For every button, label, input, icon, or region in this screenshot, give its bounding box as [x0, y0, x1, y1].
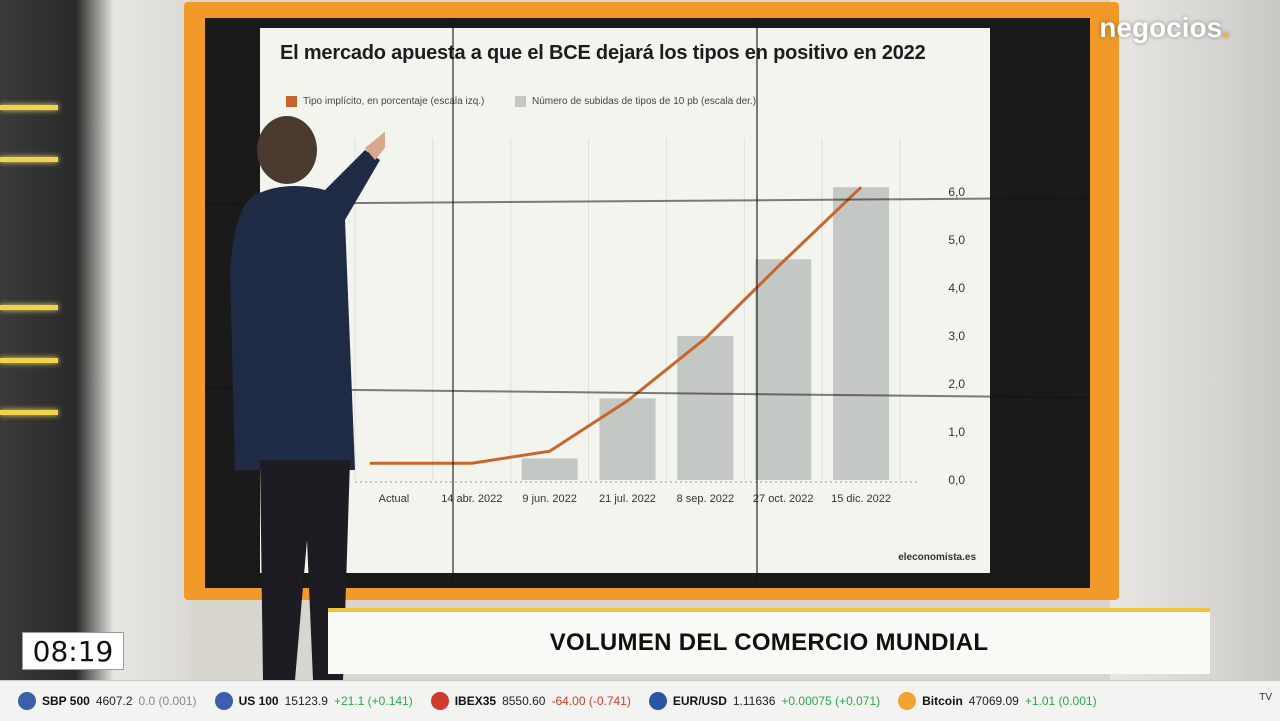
- bar-5: [755, 259, 812, 480]
- logo-dot: .: [1222, 12, 1230, 43]
- ticker-value: 8550.60: [502, 694, 546, 708]
- lower-third: VOLUMEN DEL COMERCIO MUNDIAL: [328, 608, 1210, 674]
- ticker-item: IBEX35 8550.60 -64.00 (-0.741): [430, 692, 631, 710]
- studio-left-wall: [0, 0, 190, 680]
- x-tick-label: 9 jun. 2022: [522, 493, 576, 505]
- flag-icon: [648, 692, 667, 710]
- x-tick-label: 21 jul. 2022: [599, 493, 656, 505]
- ticker-value: 47069.09: [968, 694, 1019, 708]
- ticker-name: SBP 500: [42, 694, 90, 708]
- flag-icon: [214, 692, 233, 710]
- studio-right-wall: [1110, 0, 1280, 680]
- led-strip: [0, 157, 58, 162]
- ticker-name: Bitcoin: [922, 694, 963, 708]
- series-line: [370, 186, 863, 465]
- tv-icon: TV: [1259, 692, 1272, 703]
- legend-line-swatch: [286, 96, 297, 107]
- legend-bar-label: Número de subidas de tipos de 10 pb (esc…: [532, 96, 757, 107]
- ticker-item: Bitcoin 47069.09 +1.01 (0.001): [898, 692, 1097, 710]
- chart-plot: Actual 14 abr. 2022 9 jun. 2022 21 jul. 202…: [354, 138, 965, 505]
- presenter: [230, 116, 385, 680]
- ticker-name: IBEX35: [454, 694, 497, 708]
- chart-source: eleconomista.es: [898, 552, 976, 563]
- y-tick-label: 4,0: [948, 281, 965, 295]
- ticker-item: US 100 15123.9 +21.1 (+0.141): [214, 692, 413, 710]
- bar-6: [833, 187, 890, 480]
- legend-line-label: Tipo implícito, en porcentaje (escala iz…: [303, 96, 485, 107]
- y-tick-label: 1,0: [948, 425, 965, 439]
- bar-2: [521, 458, 578, 480]
- ticker-value: 4607.2: [95, 694, 133, 708]
- ticker-change: +1.01 (0.001): [1024, 694, 1097, 708]
- bar-4: [677, 336, 734, 480]
- led-strip: [0, 358, 58, 363]
- legend-bar: Número de subidas de tipos de 10 pb (esc…: [515, 96, 756, 107]
- market-ticker: SBP 500 4607.2 0.0 (0.001) US 100 15123.9 +21…: [0, 680, 1280, 721]
- ticker-value: 1.11636: [732, 694, 776, 708]
- ticker-change: -64.00 (-0.741): [551, 694, 631, 708]
- led-strip: [0, 305, 58, 310]
- ticker-change: +21.1 (+0.141): [333, 694, 413, 708]
- chart-panel: El mercado apuesta a que el BCE dejará l…: [260, 28, 990, 573]
- x-tick-label: 15 dic. 2022: [831, 493, 891, 505]
- chart-title: El mercado apuesta a que el BCE dejará l…: [280, 42, 926, 64]
- ticker-value: 15123.9: [284, 694, 328, 708]
- y-tick-label: 2,0: [948, 377, 965, 391]
- clock: 08:19: [22, 632, 124, 670]
- y-tick-label: 5,0: [948, 233, 965, 247]
- bar-3: [599, 398, 656, 480]
- flag-icon: [898, 692, 917, 710]
- x-tick-label: 8 sep. 2022: [677, 493, 735, 505]
- ticker-item: SBP 500 4607.2 0.0 (0.001): [18, 692, 197, 710]
- ticker-name: EUR/USD: [672, 694, 727, 708]
- x-tick-label: Actual: [379, 493, 410, 505]
- wall-seam: [452, 18, 454, 588]
- legend-bar-swatch: [515, 96, 526, 107]
- x-tick-label: 27 oct. 2022: [753, 493, 814, 505]
- ticker-change: 0.0 (0.001): [138, 694, 197, 708]
- y-tick-label: 0,0: [948, 473, 965, 487]
- flag-icon: [430, 692, 449, 710]
- led-strip: [0, 410, 58, 415]
- ticker-change: +0.00075 (+0.071): [781, 694, 881, 708]
- flag-icon: [18, 692, 36, 710]
- wall-seam: [756, 18, 758, 588]
- legend-line: Tipo implícito, en porcentaje (escala iz…: [286, 96, 484, 107]
- headline: VOLUMEN DEL COMERCIO MUNDIAL: [549, 629, 989, 656]
- ticker-item: EUR/USD 1.11636 +0.00075 (+0.071): [648, 692, 881, 710]
- x-tick-label: 14 abr. 2022: [441, 493, 502, 505]
- led-strip: [0, 105, 58, 110]
- y-tick-label: 6,0: [948, 185, 965, 199]
- y-tick-label: 3,0: [948, 329, 965, 343]
- logo-text: negocios: [1099, 12, 1223, 43]
- channel-logo: negocios.: [1099, 12, 1230, 44]
- ticker-name: US 100: [238, 694, 279, 708]
